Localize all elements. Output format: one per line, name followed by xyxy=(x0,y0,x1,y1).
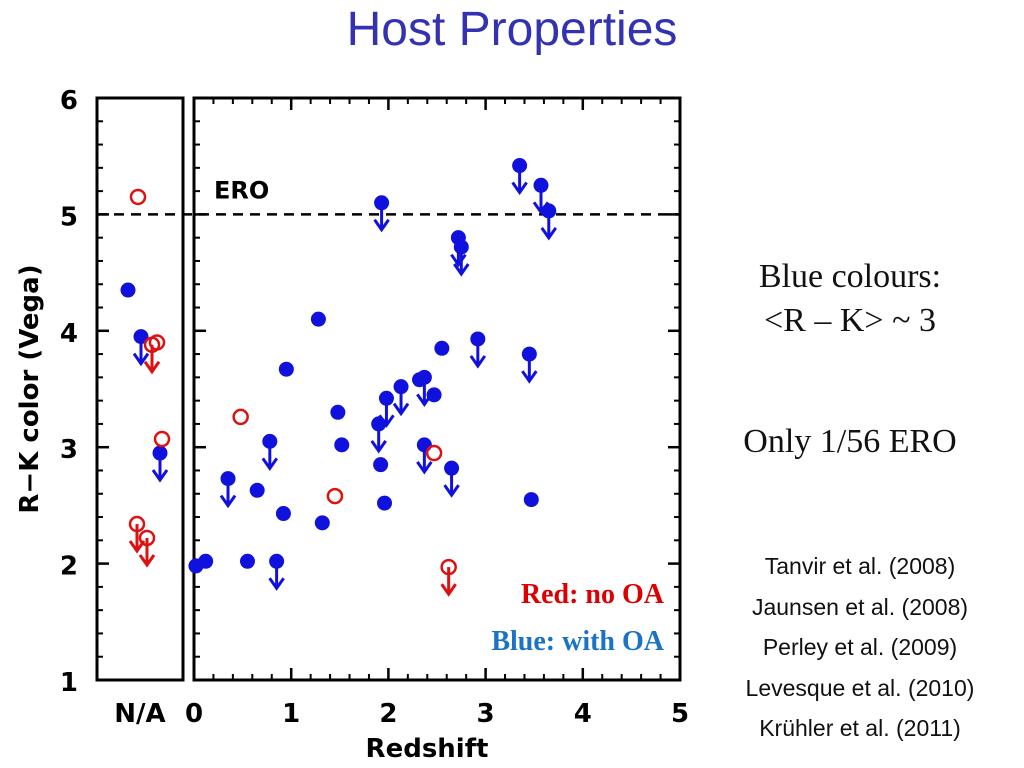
y-axis-title: R−K color (Vega) xyxy=(15,264,45,513)
blue-data-point xyxy=(275,506,291,522)
red-na-point xyxy=(153,430,171,448)
y-tick-label: 2 xyxy=(60,552,78,582)
blue-data-point xyxy=(374,195,390,211)
blue-data-point xyxy=(521,346,537,362)
reference-item: Perley et al. (2009) xyxy=(762,634,958,660)
y-tick-label: 4 xyxy=(60,319,78,349)
blue-data-point xyxy=(310,311,326,327)
blue-data-point xyxy=(262,433,278,449)
blue-data-point-upper-limit-arrow-head xyxy=(378,414,395,428)
blue-na-point xyxy=(152,445,168,461)
blue-na-point xyxy=(120,282,136,298)
red-data-point xyxy=(440,558,457,576)
x-tick-label: 5 xyxy=(671,699,689,729)
blue-data-point xyxy=(393,379,409,395)
blue-data-point xyxy=(198,553,214,569)
blue-data-point xyxy=(426,387,442,403)
blue-data-point-upper-limit-arrow-head xyxy=(540,227,558,241)
blue-colours-note: Blue colours: <R – K> ~ 3 xyxy=(700,255,1000,343)
ero-label: ERO xyxy=(214,176,269,204)
red-na-point xyxy=(138,529,156,547)
blue-data-point-upper-limit-arrow-head xyxy=(268,577,285,591)
red-na-point-upper-limit-arrow-head xyxy=(128,540,146,554)
y-tick-label: 6 xyxy=(60,86,78,116)
blue-data-point xyxy=(512,158,528,174)
slide-title: Host Properties xyxy=(346,3,678,56)
blue-data-point-upper-limit-arrow-head xyxy=(521,370,538,384)
blue-data-point-upper-limit-arrow-head xyxy=(219,494,237,509)
blue-data-point xyxy=(330,404,346,420)
blue-data-point xyxy=(377,495,393,511)
reference-item: Tanvir et al. (2008) xyxy=(764,553,956,579)
legend-blue-with-oa: Blue: with OA xyxy=(491,626,664,657)
redshift-color-scatter-chart: 1 2 3 4 5 6 0 1 2 3 4 5 N/A Redshift R−K color (Vega) E… xyxy=(15,86,689,764)
plot-frame xyxy=(192,96,682,682)
reference-item: Jaunsen et al. (2008) xyxy=(751,593,969,620)
reference-list: Tanvir et al. (2008) Jaunsen et al. (200… xyxy=(700,546,1020,749)
blue-data-point xyxy=(444,460,460,476)
x-tick-label: 0 xyxy=(185,699,203,729)
blue-data-point xyxy=(278,361,294,377)
blue-data-point xyxy=(334,437,350,453)
blue-data-point-upper-limit-arrow-head xyxy=(443,484,460,498)
red-na-point-upper-limit-arrow-head xyxy=(138,554,156,568)
blue-data-point xyxy=(416,369,432,385)
blue-data-point-upper-limit-arrow-head xyxy=(450,253,467,268)
reference-item: Levesque et al. (2010) xyxy=(745,674,975,701)
blue-data-point xyxy=(269,553,285,569)
y-tick-label: 5 xyxy=(60,202,78,232)
blue-data-point xyxy=(378,390,394,406)
blue-data-point xyxy=(239,553,255,569)
x-axis-title: Redshift xyxy=(366,734,489,764)
reference-item: Krühler et al. (2011) xyxy=(759,715,961,741)
red-data-point xyxy=(232,408,249,426)
x-tick-label: 1 xyxy=(282,699,300,729)
red-data-point xyxy=(326,487,344,505)
red-na-point xyxy=(128,515,146,533)
blue-data-point xyxy=(249,482,265,498)
blue-data-point-upper-limit-arrow-head xyxy=(370,440,387,454)
blue-data-point xyxy=(314,515,330,531)
red-data-point-upper-limit-arrow-head xyxy=(440,583,457,597)
blue-data-point xyxy=(470,331,486,347)
blue-colours-line2: <R – K> ~ 3 xyxy=(764,302,936,339)
blue-data-point xyxy=(373,457,389,473)
blue-data-point-upper-limit-arrow-head xyxy=(469,355,487,369)
na-axis-label: N/A xyxy=(114,699,165,729)
blue-na-point-upper-limit-arrow-head xyxy=(151,469,169,483)
blue-data-point xyxy=(541,203,557,219)
blue-data-point xyxy=(533,177,549,193)
blue-na-point-upper-limit-arrow-head xyxy=(132,352,150,367)
red-na-point xyxy=(148,334,166,351)
red-na-point-upper-limit-arrow-head xyxy=(143,360,161,375)
legend-red-no-oa: Red: no OA xyxy=(521,579,665,610)
blue-data-point xyxy=(220,471,236,487)
y-tick-label: 1 xyxy=(60,668,78,698)
ero-fraction-note: Only 1/56 ERO xyxy=(743,423,957,460)
x-tick-label: 4 xyxy=(574,699,592,729)
red-data-point xyxy=(425,444,443,462)
blue-data-point xyxy=(434,340,450,356)
blue-colours-line1: Blue colours: xyxy=(758,258,942,295)
blue-data-point xyxy=(523,492,539,508)
blue-data-point-upper-limit-arrow-head xyxy=(373,218,390,233)
blue-data-point-upper-limit-arrow-head xyxy=(392,402,410,417)
blue-data-point-upper-limit-arrow-head xyxy=(416,461,433,475)
x-tick-label: 3 xyxy=(477,699,495,729)
x-tick-label: 2 xyxy=(379,699,397,729)
blue-data-point-upper-limit-arrow-head xyxy=(453,263,470,277)
blue-na-point xyxy=(133,329,149,345)
blue-data-point xyxy=(416,437,432,453)
blue-data-point-upper-limit-arrow-head xyxy=(511,181,528,196)
red-na-point xyxy=(129,188,147,206)
na-panel-frame xyxy=(95,96,185,682)
blue-data-point xyxy=(453,239,469,255)
y-tick-label: 3 xyxy=(60,435,78,465)
blue-data-point-upper-limit-arrow-head xyxy=(261,457,279,471)
